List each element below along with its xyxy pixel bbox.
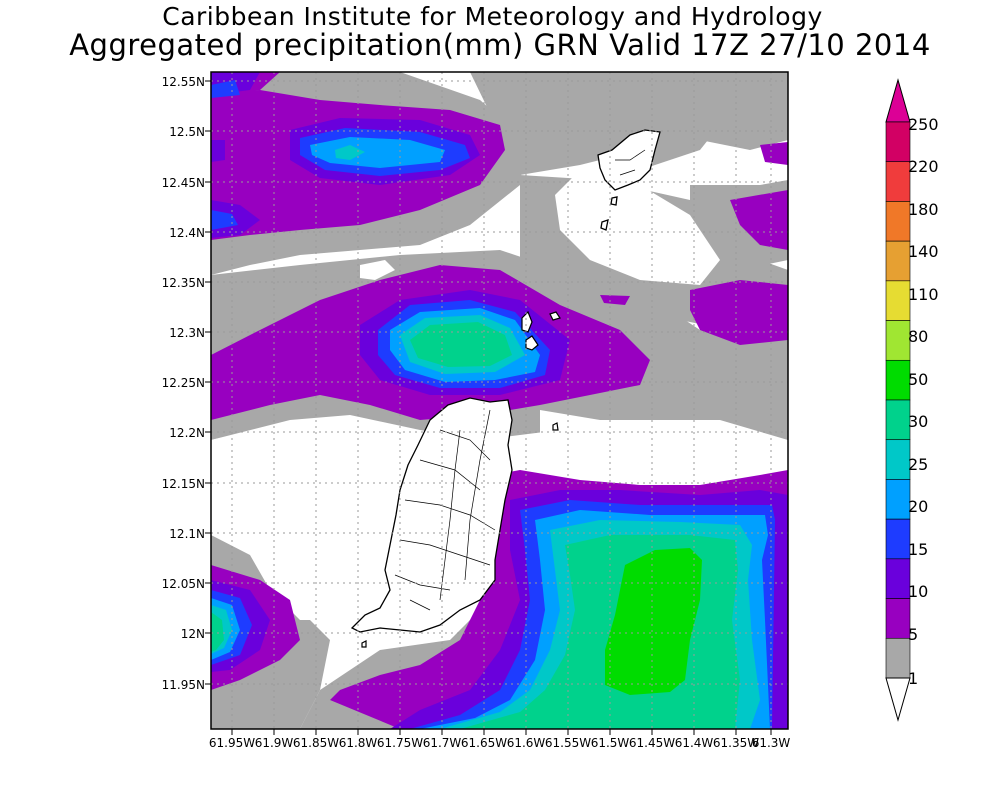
lon-tick-label: 61.45W [629, 736, 675, 750]
lat-tick-label: 12N [181, 627, 205, 641]
colorbar-swatch [885, 637, 911, 679]
colorbar-swatch [885, 280, 911, 321]
precipitation-field [211, 72, 788, 729]
lon-tick-label: 61.85W [293, 736, 339, 750]
colorbar-swatch [885, 518, 911, 560]
colorbar-label: 1 [908, 669, 918, 688]
colorbar-swatch [885, 201, 911, 242]
latitude-axis: 12.55N 12.5N 12.45N 12.4N 12.35N 12.3N 1… [162, 75, 205, 692]
carriacou-island [597, 129, 661, 231]
lat-tick-label: 11.95N [162, 678, 205, 692]
colorbar-label: 30 [908, 412, 928, 431]
colorbar-label: 250 [908, 115, 939, 134]
lon-tick-label: 61.65W [461, 736, 507, 750]
colorbar-label: 5 [908, 625, 918, 644]
colorbar-swatch [885, 320, 911, 361]
colorbar-swatch [885, 479, 911, 520]
colorbar-swatch [885, 399, 911, 441]
lat-tick-label: 12.25N [162, 376, 205, 390]
colorbar-label: 10 [908, 582, 928, 601]
lon-tick-label: 61.7W [423, 736, 462, 750]
lat-tick-label: 12.45N [162, 176, 205, 190]
lon-tick-label: 61.35W [713, 736, 759, 750]
chart-title: Caribbean Institute for Meteorology and … [162, 2, 823, 31]
lat-tick-label: 12.2N [169, 426, 205, 440]
colorbar-swatch [885, 598, 911, 639]
colorbar-swatch [885, 121, 911, 163]
chart-subtitle: Aggregated precipitation(mm) GRN Valid 1… [69, 28, 931, 62]
band-50-80 [605, 548, 702, 695]
colorbar-label: 15 [908, 540, 928, 559]
lat-tick-label: 12.3N [169, 326, 205, 340]
colorbar-label: 20 [908, 497, 928, 516]
lon-tick-label: 61.75W [377, 736, 423, 750]
lon-tick-label: 61.8W [339, 736, 378, 750]
colorbar-label: 80 [908, 327, 928, 346]
colorbar-legend: 250 220 180 140 110 80 50 30 25 20 15 10… [885, 78, 939, 722]
colorbar-top-arrow [885, 78, 911, 123]
colorbar-label: 220 [908, 157, 939, 176]
colorbar-label: 50 [908, 370, 928, 389]
colorbar-label: 110 [908, 285, 939, 304]
grenadine-islets [361, 310, 561, 648]
colorbar-swatch [885, 161, 911, 202]
colorbar-swatch [885, 439, 911, 480]
map-frame [210, 71, 789, 730]
colorbar-bottom-arrow [885, 677, 911, 722]
lat-tick-label: 12.4N [169, 226, 205, 240]
colorbar-swatch [885, 558, 911, 599]
lon-tick-label: 61.4W [675, 736, 714, 750]
lon-tick-label: 61.9W [255, 736, 294, 750]
colorbar-swatch [885, 359, 911, 401]
longitude-axis: 61.95W 61.9W 61.85W 61.8W 61.75W 61.7W 6… [209, 736, 791, 750]
grid-lines [205, 72, 788, 735]
lat-tick-label: 12.35N [162, 276, 205, 290]
lon-tick-label: 61.55W [545, 736, 591, 750]
lat-tick-label: 12.15N [162, 477, 205, 491]
colorbar-label: 180 [908, 200, 939, 219]
lon-tick-label: 61.3W [752, 736, 791, 750]
lat-tick-label: 12.55N [162, 75, 205, 89]
lon-tick-label: 61.95W [209, 736, 255, 750]
lon-tick-label: 61.6W [507, 736, 546, 750]
colorbar-label: 140 [908, 242, 939, 261]
lon-tick-label: 61.5W [591, 736, 630, 750]
colorbar-swatch [885, 240, 911, 282]
lat-tick-label: 12.5N [169, 125, 205, 139]
colorbar-label: 25 [908, 455, 928, 474]
lat-tick-label: 12.1N [169, 527, 205, 541]
lat-tick-label: 12.05N [162, 577, 205, 591]
grenada-island [350, 397, 513, 633]
